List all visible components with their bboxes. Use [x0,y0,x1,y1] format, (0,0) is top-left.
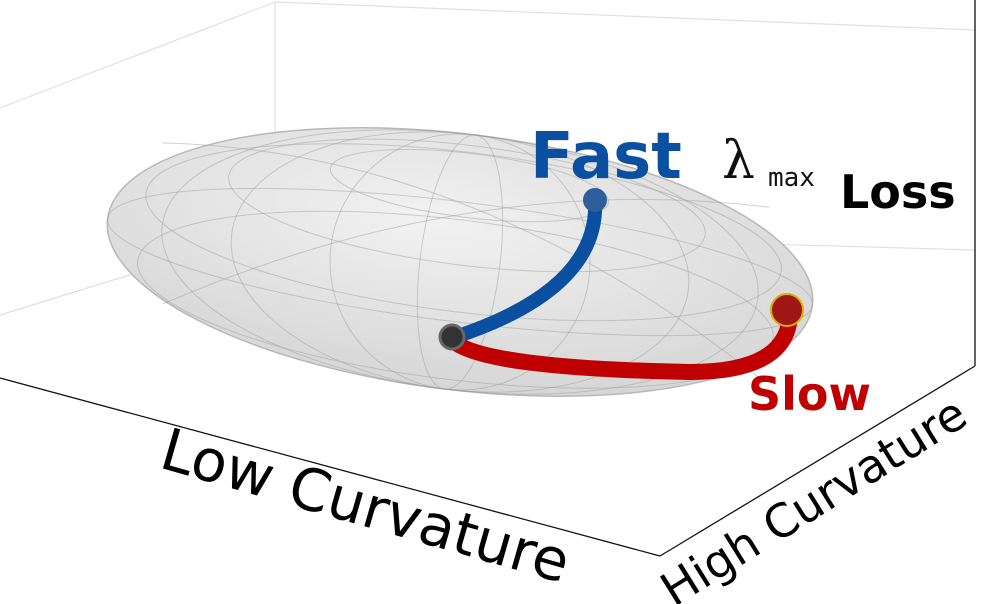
ellipsoid [106,127,814,397]
fast-path [445,193,603,345]
fast-end [583,188,607,212]
slow-end [770,293,804,327]
slow-label: Slow [748,367,871,421]
fast-label: Fast [530,120,682,194]
lambda-sub: max [768,163,815,193]
start-point [438,323,466,351]
x-axis-label: Low Curvature [154,415,578,597]
loss-label: Loss [840,165,956,219]
box-front [0,0,976,557]
slow-path [446,311,798,381]
lambda-label: λ [722,131,755,191]
